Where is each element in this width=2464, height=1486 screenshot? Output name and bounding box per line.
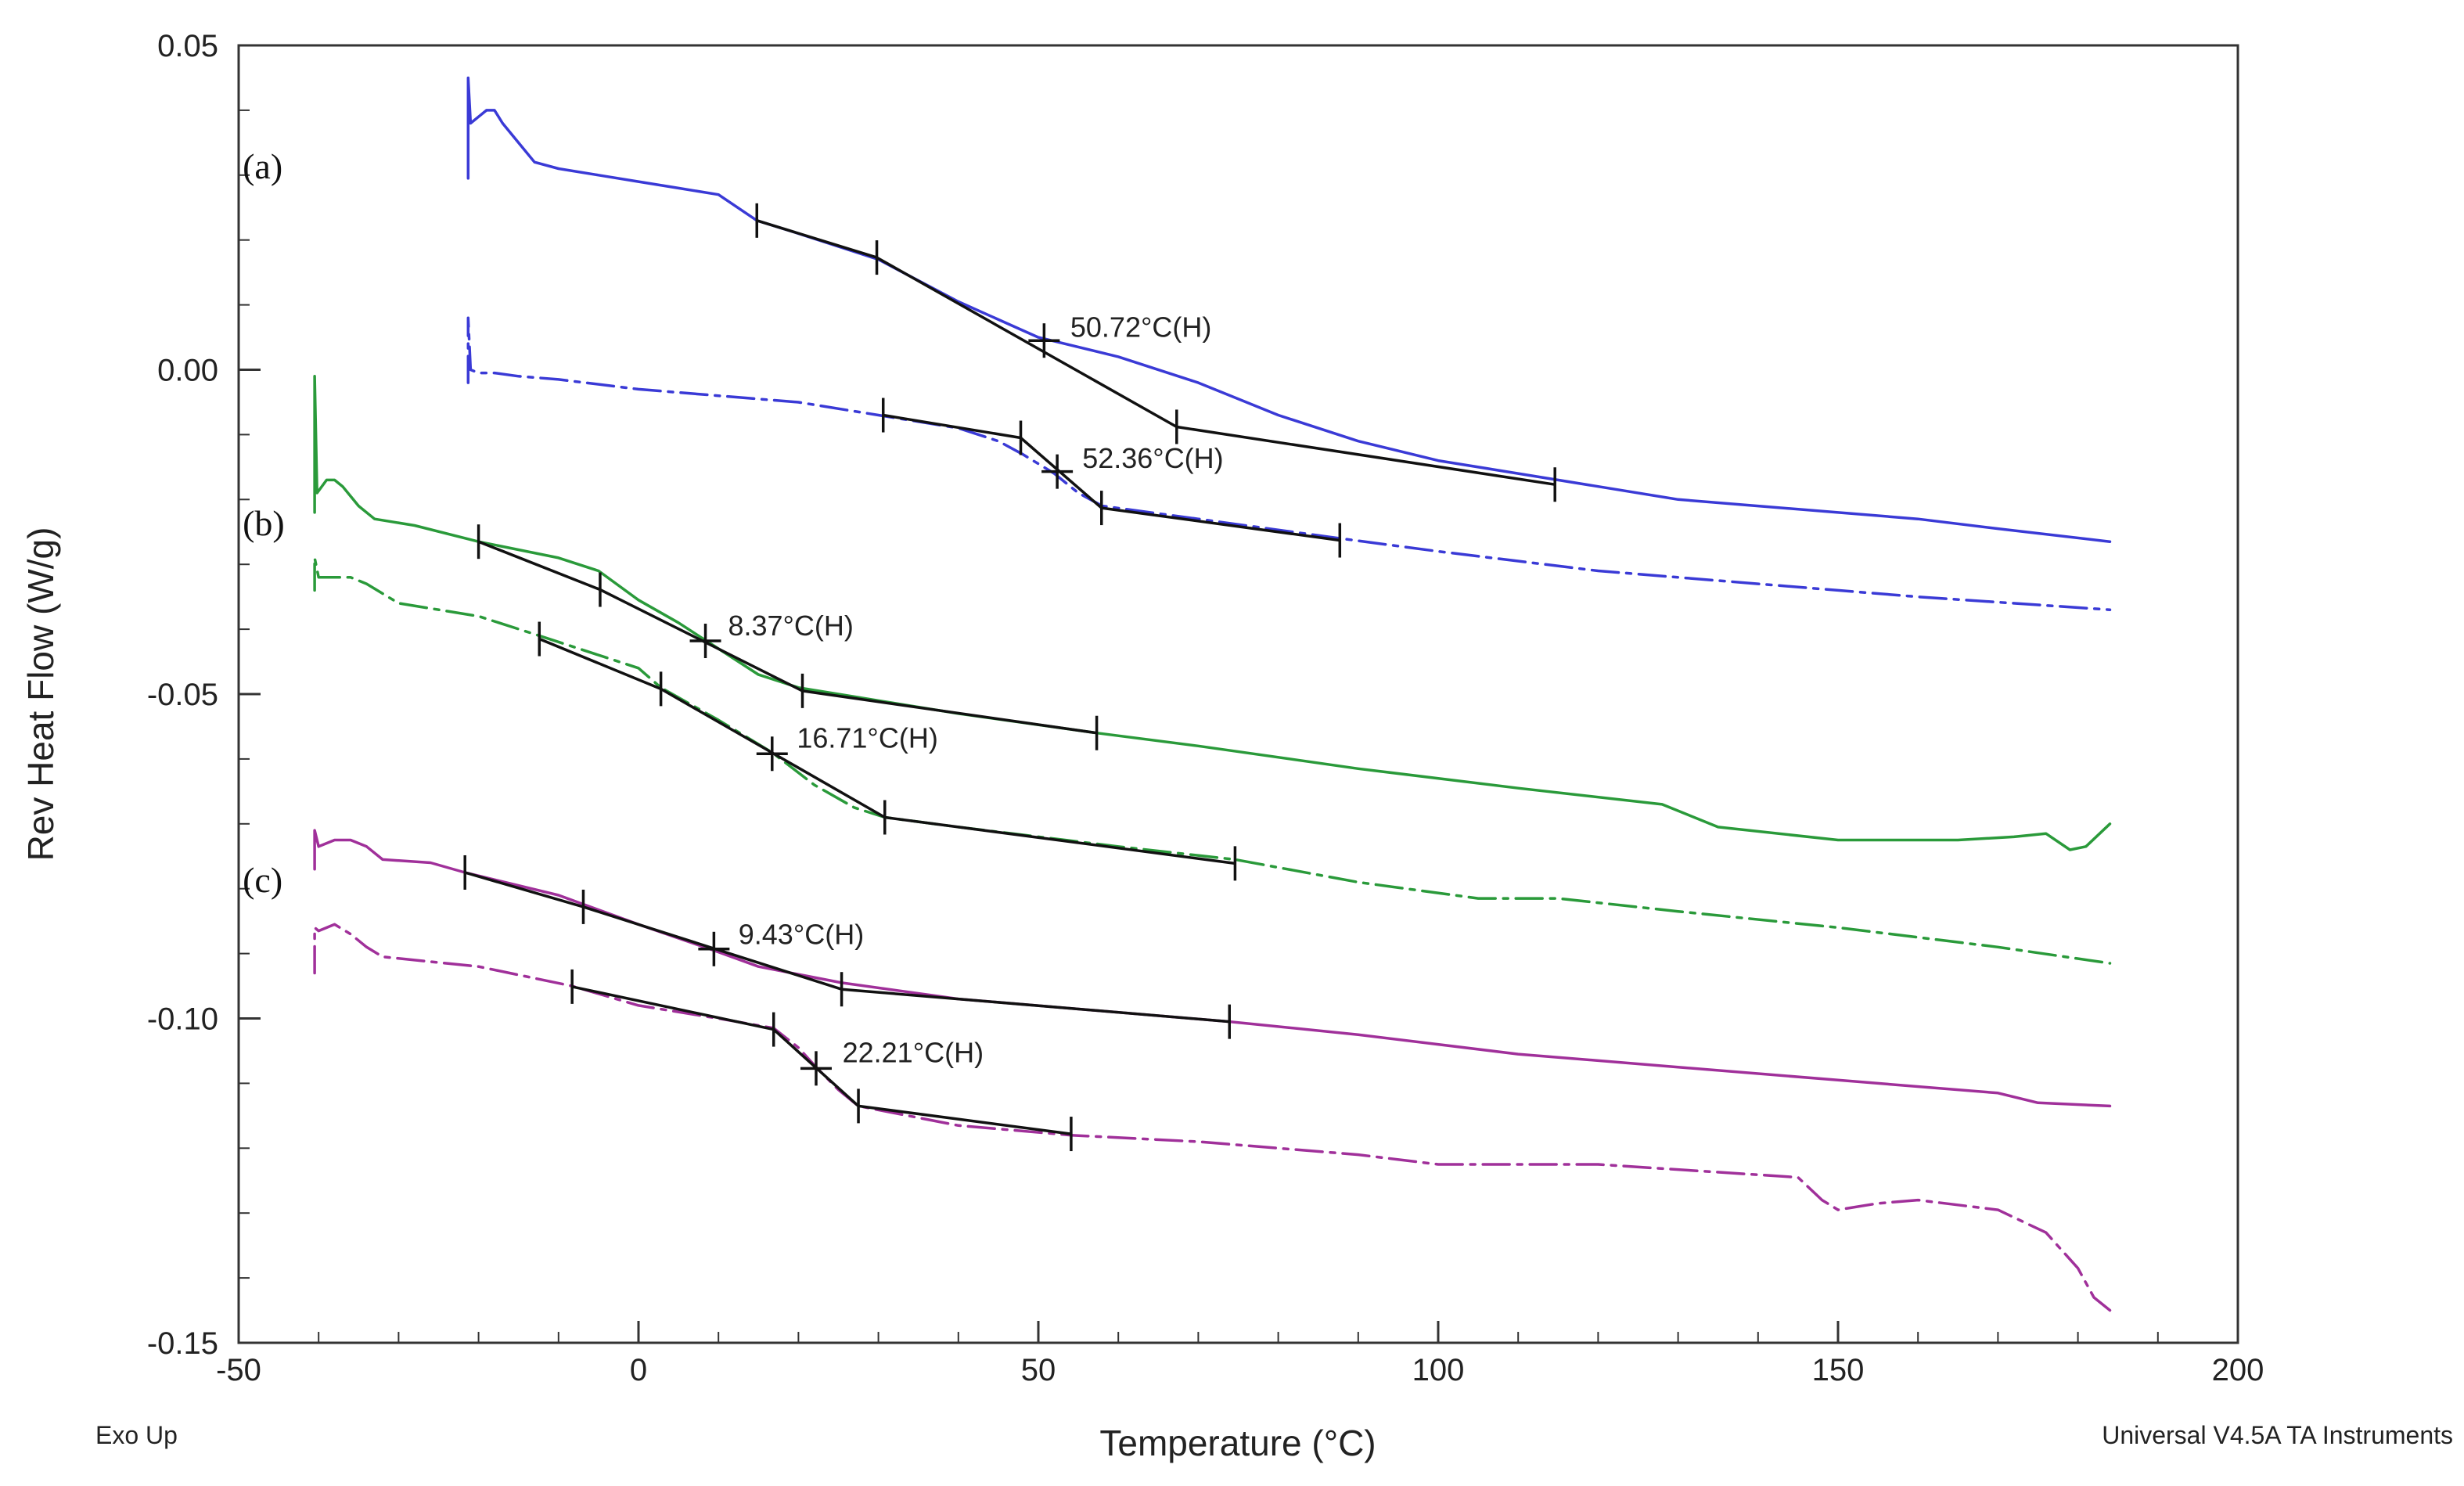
- x-tick-label: 50: [1021, 1353, 1056, 1387]
- tg-label: 16.71°C(H): [797, 721, 937, 754]
- annotations: 50.72°C(H) 52.36°C(H) 8.37°C(H) 16.71°C(H) 9…: [689, 311, 1224, 1086]
- x-axis: -50 0 50 100 150 200: [216, 1321, 2264, 1387]
- y-tick-label: -0.10: [147, 1002, 218, 1037]
- x-tick-label: 150: [1812, 1353, 1865, 1387]
- y-axis: 0.05 0.00 -0.05 -0.10 -0.15: [147, 29, 261, 1361]
- x-tick-label: -50: [216, 1353, 261, 1387]
- tg-label: 50.72°C(H): [1070, 311, 1211, 344]
- series-line-4: [313, 556, 2112, 965]
- series-line-2: [466, 316, 2112, 611]
- y-axis-title: Rev Heat Flow (W/g): [20, 527, 61, 862]
- panel-labels: (a) (b) (c): [243, 146, 285, 900]
- tg-label: 52.36°C(H): [1082, 442, 1223, 474]
- tg-label: 8.37°C(H): [728, 610, 853, 642]
- x-tick-label: 0: [630, 1353, 647, 1387]
- panel-label: (b): [243, 503, 285, 543]
- x-axis-title: Temperature (°C): [1099, 1423, 1376, 1463]
- footer-exo-up: Exo Up: [95, 1421, 178, 1449]
- series-line-3: [313, 375, 2112, 851]
- x-tick-label: 200: [2212, 1353, 2264, 1387]
- series-line-6: [313, 923, 2112, 1312]
- y-tick-label: 0.00: [157, 354, 218, 388]
- y-tick-label: -0.05: [147, 678, 218, 712]
- panel-label: (a): [243, 146, 282, 186]
- tangent-line-1: [756, 219, 1556, 486]
- panel-label: (c): [243, 860, 282, 900]
- y-tick-label: -0.15: [147, 1326, 218, 1361]
- tg-label: 22.21°C(H): [843, 1036, 984, 1068]
- footer-instrument: Universal V4.5A TA Instruments: [2102, 1421, 2453, 1449]
- tg-label: 9.43°C(H): [739, 919, 864, 951]
- y-tick-label: 0.05: [157, 29, 218, 63]
- x-tick-label: 100: [1412, 1353, 1465, 1387]
